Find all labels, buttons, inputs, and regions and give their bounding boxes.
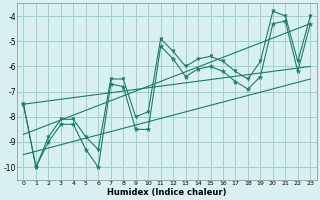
X-axis label: Humidex (Indice chaleur): Humidex (Indice chaleur) (107, 188, 227, 197)
